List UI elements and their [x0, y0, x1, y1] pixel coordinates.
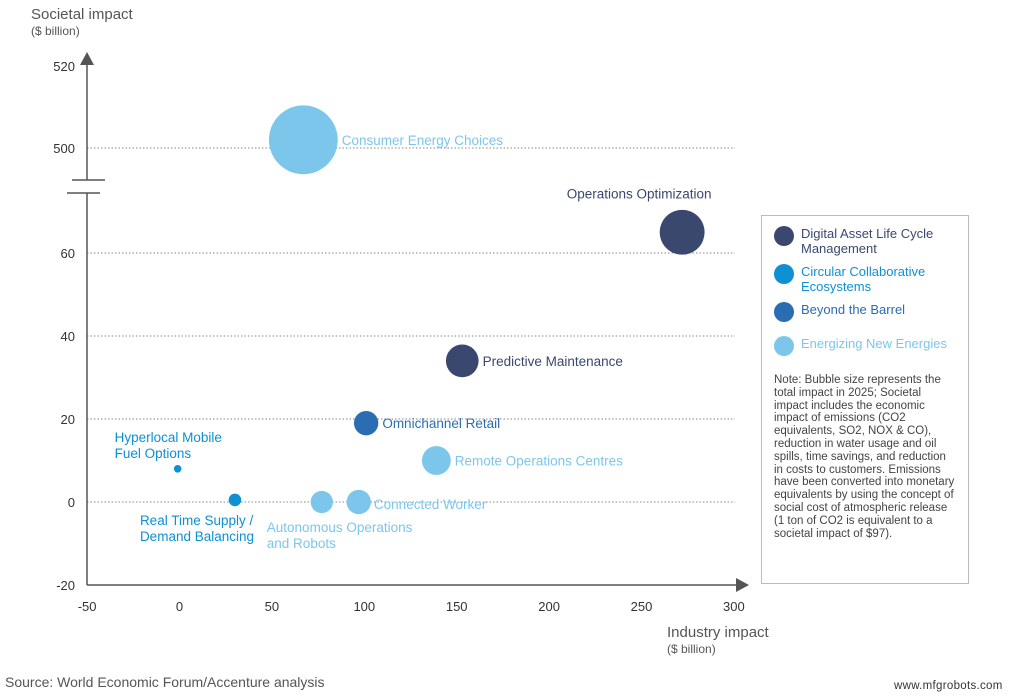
legend: Digital Asset Life Cycle Management Circ… [761, 215, 969, 584]
y-tick-label: 20 [61, 412, 75, 427]
legend-label: Circular Collaborative Ecosystems [801, 264, 926, 294]
bubble-label: Predictive Maintenance [483, 354, 623, 369]
chart-note: Note: Bubble size represents the total i… [774, 374, 955, 540]
bubble [346, 489, 371, 515]
legend-label: Energizing New Energies [801, 336, 947, 351]
watermark: www.mfgrobots.com [894, 680, 1003, 692]
legend-item: Beyond the Barrel [774, 302, 958, 322]
y-tick-label: 500 [53, 141, 75, 156]
bubble [310, 490, 333, 514]
legend-item: Digital Asset Life Cycle Management [774, 226, 958, 256]
x-tick-label: 50 [265, 599, 279, 614]
y-axis-unit: ($ billion) [31, 24, 80, 38]
bubble-label: Demand Balancing [140, 529, 254, 544]
bubble-label: Consumer Energy Choices [342, 133, 504, 148]
bubble-label: Remote Operations Centres [455, 454, 623, 469]
y-tick-label: 520 [53, 59, 75, 74]
x-tick-label: 200 [538, 599, 560, 614]
source-note: Source: World Economic Forum/Accenture a… [5, 674, 325, 690]
y-axis-title: Societal impact [31, 6, 134, 23]
bubble [228, 493, 242, 507]
legend-swatch [774, 336, 794, 356]
y-axis-arrow [80, 52, 94, 65]
bubble [173, 465, 182, 473]
bubble-label: Connected Worker [374, 497, 487, 512]
bubble-label: Omnichannel Retail [382, 416, 500, 431]
bubble-label: Real Time Supply / [140, 513, 254, 528]
bubble [445, 344, 479, 378]
legend-swatch [774, 264, 794, 284]
x-axis-unit: ($ billion) [667, 642, 716, 656]
x-tick-label: 150 [446, 599, 468, 614]
bubble-label: Hyperlocal Mobile [115, 430, 222, 445]
y-tick-label: 40 [61, 329, 75, 344]
x-tick-label: 300 [723, 599, 745, 614]
legend-swatch [774, 302, 794, 322]
y-tick-label: 0 [68, 495, 75, 510]
bubble [421, 446, 451, 475]
y-tick-label: -20 [56, 578, 75, 593]
bubble [659, 209, 705, 255]
y-tick-label: 60 [61, 246, 75, 261]
x-tick-label: -50 [78, 599, 97, 614]
legend-label: Digital Asset Life Cycle Management [801, 226, 934, 256]
bubble-label: Autonomous Operations [267, 520, 413, 535]
bubble [268, 105, 338, 175]
bubble [353, 410, 379, 436]
bubble-label: and Robots [267, 536, 336, 551]
x-tick-label: 250 [631, 599, 653, 614]
x-axis-title: Industry impact [667, 624, 770, 641]
legend-swatch [774, 226, 794, 246]
legend-item: Circular Collaborative Ecosystems [774, 264, 958, 294]
bubble-label: Operations Optimization [567, 186, 712, 201]
bubble-label: Fuel Options [115, 446, 192, 461]
x-tick-label: 0 [176, 599, 183, 614]
x-axis-arrow [736, 578, 749, 592]
legend-item: Energizing New Energies [774, 336, 958, 356]
x-tick-label: 100 [353, 599, 375, 614]
legend-label: Beyond the Barrel [801, 302, 906, 317]
